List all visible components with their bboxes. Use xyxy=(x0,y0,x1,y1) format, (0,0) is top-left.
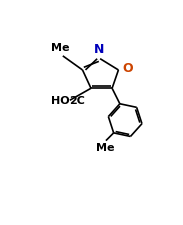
Text: O: O xyxy=(123,62,133,75)
Text: Me: Me xyxy=(96,144,114,153)
Text: HO: HO xyxy=(51,96,69,106)
Text: Me: Me xyxy=(51,43,70,53)
Text: N: N xyxy=(94,43,105,56)
Text: 2C: 2C xyxy=(69,96,85,106)
